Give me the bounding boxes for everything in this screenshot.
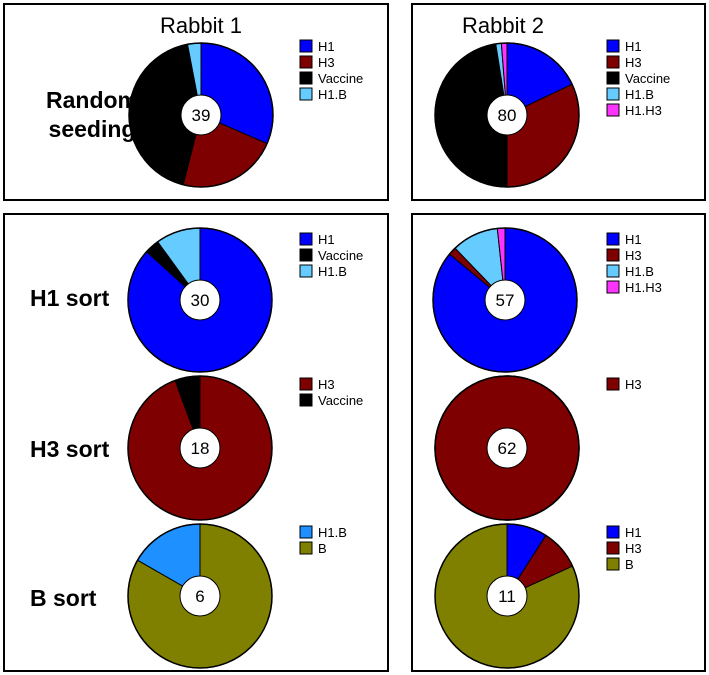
total-count-b-sort-rabbit-2: 11	[498, 587, 516, 606]
legend-swatch-h1-b-sort-rabbit-2	[606, 525, 620, 539]
center-hole-b-sort-rabbit-1	[179, 575, 221, 617]
legend-label-h1-h1-sort-rabbit-1: H1	[318, 232, 335, 247]
legend-swatch-vaccine-h1-sort-rabbit-1	[299, 248, 313, 262]
center-hole-h3-sort-rabbit-1	[179, 427, 221, 469]
legend-swatch-b-b-sort-rabbit-1	[299, 541, 313, 555]
column-title-rabbit1: Rabbit 1	[160, 13, 242, 38]
row-label-random-line2: seeding	[49, 116, 136, 142]
legend-label-h1-b-b-sort-rabbit-1: H1.B	[318, 525, 347, 540]
legend-label-h3-h3-sort-rabbit-1: H3	[318, 377, 335, 392]
pie-outline-h3-sort-rabbit-2	[434, 375, 580, 521]
legend-swatch-h1-b-b-sort-rabbit-1	[299, 525, 313, 539]
legend-label-h3-random-seeding-rabbit-2: H3	[625, 55, 642, 70]
row-label-h1-sort: H1 sort	[30, 285, 110, 311]
pie-outline-h1-sort-rabbit-2	[432, 227, 578, 373]
pie-b-sort-rabbit-1: 6 H1.BB	[127, 523, 347, 669]
total-count-random-seeding-rabbit-2: 80	[498, 106, 517, 125]
pie-outline-h3-sort-rabbit-1	[127, 375, 273, 521]
total-count-b-sort-rabbit-1: 6	[195, 587, 204, 606]
legend-swatch-h1-random-seeding-rabbit-2	[606, 39, 620, 53]
total-count-random-seeding-rabbit-1: 39	[192, 106, 211, 125]
pie-outline-b-sort-rabbit-2	[434, 523, 580, 669]
legend-label-h3-random-seeding-rabbit-1: H3	[318, 55, 335, 70]
legend-label-vaccine-random-seeding-rabbit-1: Vaccine	[318, 71, 363, 86]
legend-label-h3-h1-sort-rabbit-2: H3	[625, 248, 642, 263]
legend-swatch-b-b-sort-rabbit-2	[606, 557, 620, 571]
legend-label-h1-b-h1-sort-rabbit-1: H1.B	[318, 264, 347, 279]
legend-swatch-h1-h3-h1-sort-rabbit-2	[606, 280, 620, 294]
legend-label-h1-random-seeding-rabbit-2: H1	[625, 39, 642, 54]
legend-label-h1-h3-h1-sort-rabbit-2: H1.H3	[625, 280, 662, 295]
legend-swatch-h3-h3-sort-rabbit-1	[299, 377, 313, 391]
center-hole-h3-sort-rabbit-2	[486, 427, 528, 469]
legend-label-h3-b-sort-rabbit-2: H3	[625, 541, 642, 556]
legend-label-h1-b-h1-sort-rabbit-2: H1.B	[625, 264, 654, 279]
legend-label-b-b-sort-rabbit-2: B	[625, 557, 634, 572]
pie-charts: 39H1H3VaccineH1.B80H1H3VaccineH1.BH1.H33…	[127, 39, 670, 669]
center-hole-random-seeding-rabbit-2	[486, 94, 528, 136]
total-count-h3-sort-rabbit-2: 62	[498, 439, 517, 458]
legend-swatch-h1-b-random-seeding-rabbit-2	[606, 87, 620, 101]
legend-swatch-h3-random-seeding-rabbit-2	[606, 55, 620, 69]
legend-label-h1-random-seeding-rabbit-1: H1	[318, 39, 335, 54]
row-label-random-line1: Random	[46, 87, 138, 113]
legend-label-h1-h3-random-seeding-rabbit-2: H1.H3	[625, 103, 662, 118]
legend-swatch-h3-h1-sort-rabbit-2	[606, 248, 620, 262]
legend-label-vaccine-random-seeding-rabbit-2: Vaccine	[625, 71, 670, 86]
legend-swatch-h1-h3-random-seeding-rabbit-2	[606, 103, 620, 117]
legend-swatch-h3-random-seeding-rabbit-1	[299, 55, 313, 69]
legend-swatch-vaccine-h3-sort-rabbit-1	[299, 393, 313, 407]
legend-swatch-h1-h1-sort-rabbit-2	[606, 232, 620, 246]
pie-outline-h1-sort-rabbit-1	[127, 227, 273, 373]
total-count-h1-sort-rabbit-1: 30	[191, 291, 210, 310]
pie-outline-b-sort-rabbit-1	[127, 523, 273, 669]
legend-swatch-h1-random-seeding-rabbit-1	[299, 39, 313, 53]
legend-label-vaccine-h1-sort-rabbit-1: Vaccine	[318, 248, 363, 263]
legend-swatch-h1-b-random-seeding-rabbit-1	[299, 87, 313, 101]
row-label-h3-sort: H3 sort	[30, 436, 110, 462]
legend-swatch-vaccine-random-seeding-rabbit-2	[606, 71, 620, 85]
legend-swatch-vaccine-random-seeding-rabbit-1	[299, 71, 313, 85]
center-hole-h1-sort-rabbit-2	[484, 279, 526, 321]
legend-label-h1-h1-sort-rabbit-2: H1	[625, 232, 642, 247]
pie-h3-sort-rabbit-2: 62 H3	[434, 375, 642, 521]
legend-label-h1-b-random-seeding-rabbit-2: H1.B	[625, 87, 654, 102]
row-label-b-sort: B sort	[30, 585, 97, 611]
legend-swatch-h3-b-sort-rabbit-2	[606, 541, 620, 555]
legend-label-vaccine-h3-sort-rabbit-1: Vaccine	[318, 393, 363, 408]
legend-label-b-b-sort-rabbit-1: B	[318, 541, 327, 556]
legend-label-h1-b-sort-rabbit-2: H1	[625, 525, 642, 540]
total-count-h1-sort-rabbit-2: 57	[496, 291, 515, 310]
center-hole-random-seeding-rabbit-1	[180, 94, 222, 136]
legend-swatch-h1-b-h1-sort-rabbit-1	[299, 264, 313, 278]
legend-swatch-h1-h1-sort-rabbit-1	[299, 232, 313, 246]
legend-label-h1-b-random-seeding-rabbit-1: H1.B	[318, 87, 347, 102]
center-hole-b-sort-rabbit-2	[486, 575, 528, 617]
center-hole-h1-sort-rabbit-1	[179, 279, 221, 321]
legend-label-h3-h3-sort-rabbit-2: H3	[625, 377, 642, 392]
column-title-rabbit2: Rabbit 2	[462, 13, 544, 38]
pie-outline-random-seeding-rabbit-2	[434, 42, 580, 188]
legend-swatch-h1-b-h1-sort-rabbit-2	[606, 264, 620, 278]
pie-outline-random-seeding-rabbit-1	[128, 42, 274, 188]
total-count-h3-sort-rabbit-1: 18	[191, 439, 210, 458]
legend-swatch-h3-h3-sort-rabbit-2	[606, 377, 620, 391]
